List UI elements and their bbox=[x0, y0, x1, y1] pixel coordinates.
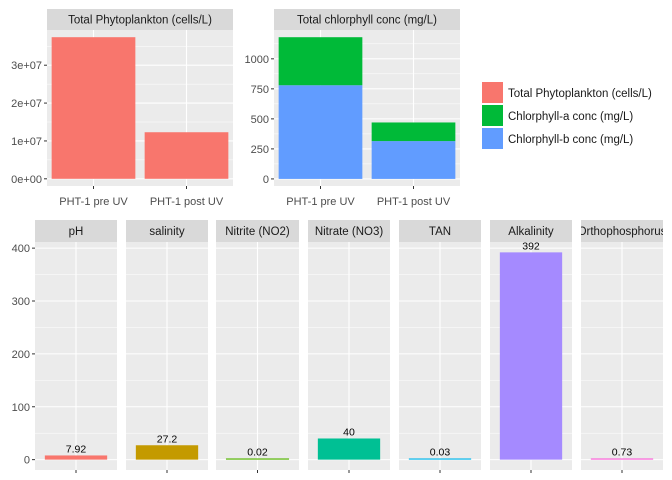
facet-orthophosphorus: Orthophosphorus 0.73 bbox=[578, 220, 667, 473]
chart-title: Total Phytoplankton (cells/L) bbox=[68, 15, 212, 27]
data-label: 40 bbox=[343, 426, 355, 438]
y-tick-label: 2e+07 bbox=[11, 98, 42, 110]
facet-alkalinity: Alkalinity 392 bbox=[490, 220, 572, 473]
legend-key bbox=[482, 128, 503, 149]
bar-ph bbox=[44, 455, 108, 460]
y-tick-label: 500 bbox=[251, 114, 269, 126]
facet-tan: TAN 0.03 bbox=[399, 220, 481, 473]
y-tick-label: 100 bbox=[12, 402, 30, 414]
x-tick-label: PHT-1 post UV bbox=[150, 196, 224, 208]
bar-orthophosphorus bbox=[590, 458, 654, 460]
y-tick-label: 1e+07 bbox=[11, 136, 42, 148]
bar-pht-1-pre-uv-chlorphyll-a-conc-mg-l bbox=[278, 37, 363, 86]
data-label: 27.2 bbox=[157, 433, 178, 445]
legend: Total Phytoplankton (cells/L) Chlorphyll-… bbox=[482, 82, 652, 149]
facet-salinity: salinity 27.2 bbox=[126, 220, 208, 473]
chart-total-chlorophyll: Total chlorphyll conc (mg/L) 0 250 500 750 10… bbox=[245, 9, 460, 208]
y-tick-label: 300 bbox=[12, 296, 30, 308]
y-tick-label: 0 bbox=[263, 174, 269, 186]
strip-background bbox=[490, 220, 572, 242]
data-label: 0.73 bbox=[612, 446, 633, 458]
bar-pht-1-post-uv-chlorphyll-a-conc-mg-l bbox=[371, 122, 456, 142]
strip-background bbox=[581, 220, 663, 242]
chart-title: Total chlorphyll conc (mg/L) bbox=[297, 15, 437, 27]
bar-nitrate-no3 bbox=[317, 438, 381, 460]
facet-label: pH bbox=[69, 226, 84, 238]
y-tick-label: 0 bbox=[24, 455, 30, 467]
bar-pht-1-pre-uv bbox=[51, 37, 136, 179]
bar-pht-1-pre-uv-chlorphyll-b-conc-mg-l bbox=[278, 85, 363, 179]
bar-nitrite-no2 bbox=[225, 458, 290, 460]
bar-pht-1-post-uv bbox=[144, 132, 229, 179]
x-tick-label: PHT-1 post UV bbox=[377, 196, 451, 208]
facet-label: salinity bbox=[149, 226, 184, 238]
bar-pht-1-post-uv-chlorphyll-b-conc-mg-l bbox=[371, 141, 456, 179]
legend-key bbox=[482, 82, 503, 103]
data-label: 392 bbox=[522, 240, 540, 252]
chart-water-quality: pH 7.92 salinity 27.2 Nitrite (NO2) 0.02 Nitra… bbox=[12, 220, 667, 473]
legend-key bbox=[482, 105, 503, 126]
data-label: 7.92 bbox=[66, 443, 87, 455]
y-tick-label: 200 bbox=[12, 349, 30, 361]
x-tick-label: PHT-1 pre UV bbox=[59, 196, 128, 208]
y-tick-label: 750 bbox=[251, 84, 269, 96]
bar-tan bbox=[408, 458, 472, 460]
y-tick-label: 400 bbox=[12, 243, 30, 255]
strip-background bbox=[308, 220, 390, 242]
y-tick-label: 1000 bbox=[245, 54, 269, 66]
facet-label: TAN bbox=[429, 226, 451, 238]
y-tick-label: 3e+07 bbox=[11, 60, 42, 72]
y-tick-label: 250 bbox=[251, 144, 269, 156]
strip-background bbox=[216, 220, 299, 242]
facet-label: Alkalinity bbox=[508, 226, 554, 238]
facet-label: Nitrite (NO2) bbox=[225, 226, 290, 238]
y-tick-label: 0e+00 bbox=[11, 174, 42, 186]
strip-background bbox=[126, 220, 208, 242]
bar-alkalinity bbox=[499, 252, 563, 460]
strip-background bbox=[47, 9, 233, 30]
legend-label: Total Phytoplankton (cells/L) bbox=[508, 88, 652, 100]
facet-label: Nitrate (NO3) bbox=[315, 226, 384, 238]
facet-nitrate-no3: Nitrate (NO3) 40 bbox=[308, 220, 390, 473]
facet-label: Orthophosphorus bbox=[578, 226, 667, 238]
chart-total-phytoplankton: Total Phytoplankton (cells/L) 0e+00 1e+07 2… bbox=[11, 9, 233, 208]
strip-background bbox=[35, 220, 117, 242]
legend-label: Chlorphyll-b conc (mg/L) bbox=[508, 134, 633, 146]
bar-salinity bbox=[135, 445, 199, 460]
strip-background bbox=[274, 9, 460, 30]
facet-ph: pH 7.92 bbox=[35, 220, 117, 473]
legend-label: Chlorphyll-a conc (mg/L) bbox=[508, 111, 633, 123]
data-label: 0.02 bbox=[247, 446, 268, 458]
data-label: 0.03 bbox=[430, 446, 451, 458]
strip-background bbox=[399, 220, 481, 242]
facet-nitrite-no2: Nitrite (NO2) 0.02 bbox=[216, 220, 299, 473]
x-tick-label: PHT-1 pre UV bbox=[286, 196, 355, 208]
